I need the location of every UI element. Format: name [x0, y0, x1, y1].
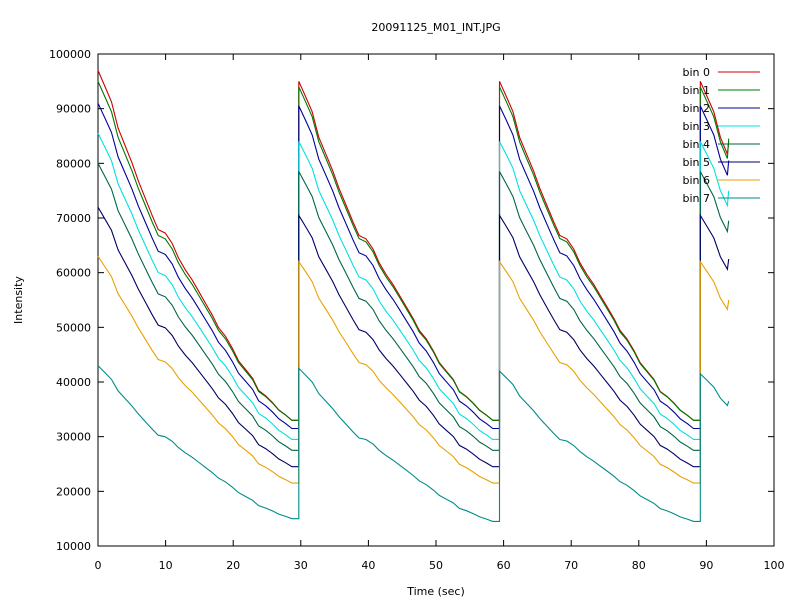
series-line-bin-5	[97, 206, 730, 468]
series-line-bin-2	[97, 102, 730, 430]
series-line-bin-0	[97, 70, 730, 421]
y-axis-label: Intensity	[12, 276, 25, 324]
legend-label: bin 7	[682, 192, 710, 205]
x-tick-label: 0	[95, 559, 102, 572]
legend-label: bin 1	[682, 84, 710, 97]
x-tick-label: 100	[764, 559, 785, 572]
series-line-bin-7	[97, 365, 730, 522]
x-tick-label: 80	[632, 559, 646, 572]
y-tick-label: 100000	[49, 48, 91, 61]
legend-label: bin 6	[682, 174, 710, 187]
plot-frame	[97, 53, 775, 547]
legend-label: bin 4	[682, 138, 710, 151]
series-line-bin-4	[97, 163, 730, 451]
y-tick-label: 80000	[56, 157, 91, 170]
x-tick-label: 30	[294, 559, 308, 572]
y-tick-label: 40000	[56, 376, 91, 389]
legend-label: bin 2	[682, 102, 710, 115]
x-tick-label: 70	[564, 559, 578, 572]
legend-label: bin 3	[682, 120, 710, 133]
x-tick-label: 20	[226, 559, 240, 572]
y-tick-label: 20000	[56, 485, 91, 498]
axis-ticks: 0 10 20 30 40 50 60 70 80 90 100 10000 20000 30000 400…	[49, 48, 785, 572]
y-tick-label: 90000	[56, 103, 91, 116]
series-line-bin-3	[97, 133, 730, 440]
x-tick-label: 50	[429, 559, 443, 572]
y-tick-label: 30000	[56, 431, 91, 444]
legend-label: bin 5	[682, 156, 710, 169]
x-tick-label: 40	[361, 559, 375, 572]
legend-label: bin 0	[682, 66, 710, 79]
x-tick-label: 10	[159, 559, 173, 572]
y-tick-label: 70000	[56, 212, 91, 225]
y-tick-label: 50000	[56, 321, 91, 334]
x-tick-label: 90	[699, 559, 713, 572]
y-tick-label: 60000	[56, 267, 91, 280]
legend: bin 0 bin 1 bin 2 bin 3 bin 4 bin 5 bin 6 bin 7	[682, 66, 760, 205]
series-lines	[97, 70, 730, 522]
x-tick-label: 60	[497, 559, 511, 572]
series-line-bin-6	[97, 255, 730, 484]
chart-title: 20091125_M01_INT.JPG	[371, 21, 500, 34]
x-axis-label: Time (sec)	[406, 585, 465, 598]
series-line-bin-1	[97, 81, 730, 421]
y-tick-label: 10000	[56, 540, 91, 553]
